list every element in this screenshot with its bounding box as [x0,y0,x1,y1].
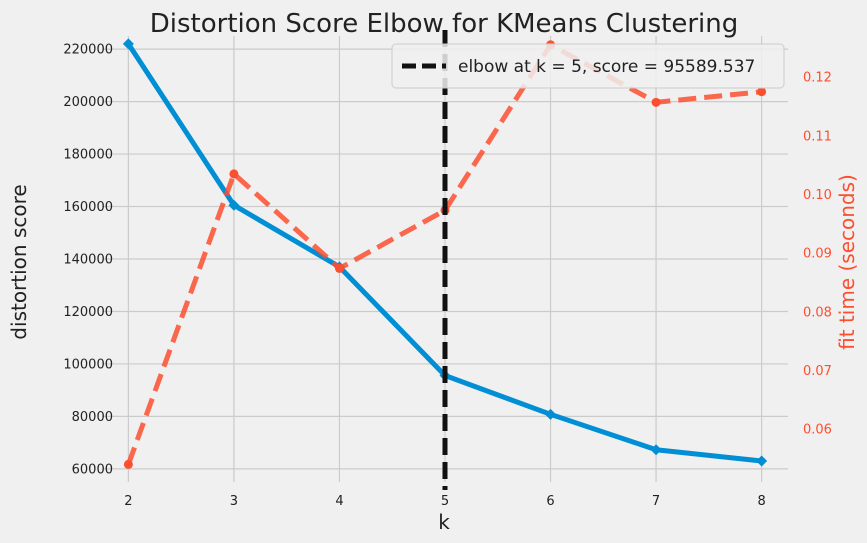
y-tick-label: 140000 [63,253,113,268]
x-tick-labels: 2 3 4 5 6 7 8 [124,494,766,509]
x-tick-label: 7 [652,494,660,509]
x-tick-label: 4 [335,494,343,509]
y-tick-label: 200000 [63,95,113,110]
y-tick-label: 80000 [72,410,113,425]
y-tick-label: 100000 [63,357,113,372]
y2-tick-label: 0.11 [803,129,832,144]
x-tick-label: 2 [124,494,132,509]
y2-tick-label: 0.07 [803,364,832,379]
x-tick-label: 5 [441,494,449,509]
data-point [545,408,557,420]
y2-tick-labels: 0.06 0.07 0.08 0.09 0.10 0.11 0.12 [803,71,832,438]
data-point [229,169,239,179]
y-tick-label: 60000 [72,462,113,477]
y-tick-label: 180000 [63,148,113,163]
data-point [756,455,768,467]
x-tick-label: 6 [546,494,554,509]
data-point [757,87,767,97]
data-point [228,199,240,211]
y-tick-label: 160000 [63,200,113,215]
y-axis-label: distortion score [7,184,31,339]
y2-axis-label: fit time (seconds) [835,174,859,350]
y2-tick-label: 0.09 [803,247,832,262]
y2-tick-label: 0.10 [803,188,832,203]
y2-tick-label: 0.08 [803,305,832,320]
legend: elbow at k = 5, score = 95589.537 [391,43,785,89]
data-point [123,459,133,469]
data-point [650,444,662,456]
y-tick-label: 120000 [63,305,113,320]
legend-elbow-label: elbow at k = 5, score = 95589.537 [458,57,755,77]
y2-tick-label: 0.12 [803,71,832,86]
data-point [651,97,661,107]
y-tick-label: 220000 [63,43,113,58]
y-tick-labels: 60000 80000 100000 120000 140000 160000 180000… [63,43,113,478]
x-axis-label: k [438,510,450,534]
legend-box [391,43,785,89]
x-tick-label: 3 [230,494,238,509]
data-point [122,38,134,50]
x-tick-label: 8 [757,494,765,509]
data-point [334,263,344,273]
y2-tick-label: 0.06 [803,423,832,438]
